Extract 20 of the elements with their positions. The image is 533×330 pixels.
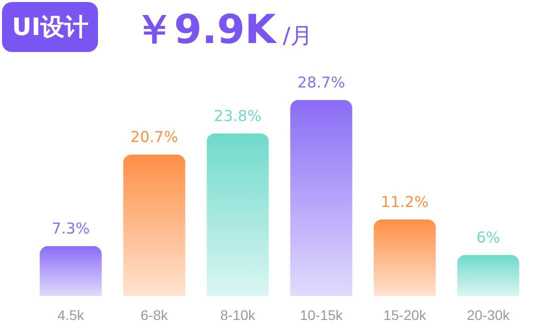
data-label: 11.2% <box>380 193 429 212</box>
bar <box>457 255 520 296</box>
x-tick-label: 4.5k <box>58 307 85 323</box>
bar <box>374 220 436 296</box>
x-tick-label: 20-30k <box>466 307 511 323</box>
chart-subtitle: ￥9.9K /月 <box>134 6 312 55</box>
data-label: 28.7% <box>297 74 346 92</box>
data-label: 7.3% <box>52 220 90 238</box>
bar <box>123 154 186 296</box>
x-tick-label: 10-15k <box>300 307 344 323</box>
data-label: 6% <box>476 228 500 247</box>
bar <box>290 100 352 296</box>
x-tick-label: 8-10k <box>220 307 256 323</box>
bar <box>40 246 102 296</box>
data-label: 20.7% <box>130 128 178 146</box>
x-tick-label: 6-8k <box>140 307 169 323</box>
chart-title: UI设计 <box>2 2 98 52</box>
bar <box>206 133 269 296</box>
data-label: 23.8% <box>214 106 262 125</box>
x-tick-label: 15-20k <box>383 307 428 323</box>
